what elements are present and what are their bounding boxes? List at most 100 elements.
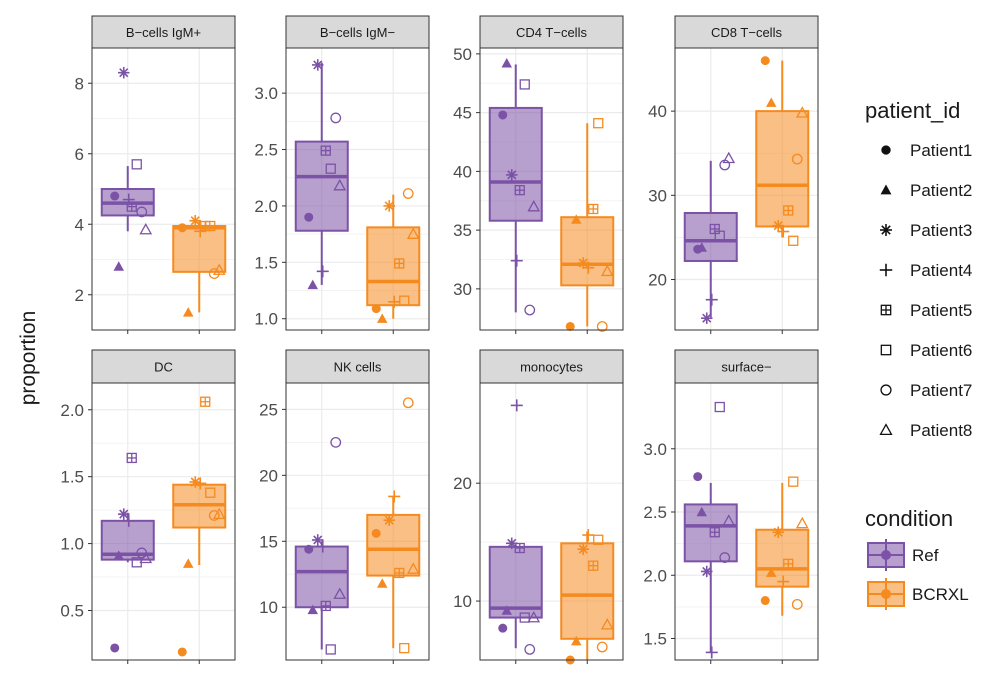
point-ref-patient7 <box>136 547 148 559</box>
box-body <box>172 225 227 273</box>
y-tick-label: 2 <box>75 286 84 305</box>
point-bcrxl-patient6 <box>205 220 216 232</box>
point-ref-patient5 <box>126 201 137 212</box>
point-ref-patient4 <box>122 193 135 206</box>
point-bcrxl-patient7 <box>791 153 803 165</box>
y-tick-label: 0.5 <box>60 601 84 620</box>
box-body <box>560 216 615 287</box>
point-bcrxl-patient8 <box>212 263 226 275</box>
point-bcrxl-patient6 <box>788 476 799 487</box>
box-bcrxl <box>755 482 810 616</box>
point-bcrxl-patient8 <box>795 516 809 529</box>
point-ref-patient4 <box>510 254 523 267</box>
point-bcrxl-patient4 <box>388 490 401 503</box>
point-bcrxl-patient7 <box>208 268 220 280</box>
legend-key-patient5 <box>880 304 892 316</box>
panel-2: B−cells IgM− 1.0 1.5 2.0 2.5 3.0 <box>254 15 430 334</box>
box-bcrxl <box>560 123 615 327</box>
y-tick-label: 2.5 <box>643 503 667 522</box>
point-ref-patient3 <box>312 59 324 71</box>
point-ref-patient6 <box>131 159 142 170</box>
point-bcrxl-patient8 <box>212 507 226 519</box>
point-bcrxl-patient4 <box>582 529 595 542</box>
box-body <box>294 140 349 232</box>
point-ref-patient8 <box>139 551 153 564</box>
y-tick-label: 30 <box>453 280 472 299</box>
panel-border <box>91 47 236 331</box>
point-ref-patient1 <box>304 544 314 554</box>
panel-4: CD8 T−cells 20 30 40 <box>648 15 819 334</box>
box-body <box>366 226 421 307</box>
point-ref-patient3 <box>312 534 324 546</box>
point-bcrxl-patient2 <box>183 558 194 568</box>
panel-title: monocytes <box>520 360 583 375</box>
panel-title: CD8 T−cells <box>711 25 782 40</box>
box-bcrxl <box>755 60 810 238</box>
point-bcrxl-patient3 <box>189 214 201 227</box>
legend-label-patient3: Patient3 <box>910 221 972 240</box>
legend-label-patient5: Patient5 <box>910 301 972 320</box>
legend-key-patient2 <box>880 184 892 195</box>
point-bcrxl-patient4 <box>582 261 595 274</box>
panel-3: CD4 T−cells 30 35 40 45 50 <box>453 15 624 334</box>
point-ref-patient3 <box>701 312 713 324</box>
y-tick-label: 35 <box>453 221 472 240</box>
point-bcrxl-patient8 <box>600 264 614 277</box>
box-body <box>366 513 421 577</box>
y-tick-label: 40 <box>648 102 667 121</box>
point-ref-patient2 <box>501 58 512 68</box>
point-ref-patient7 <box>524 643 536 655</box>
legend-title-condition: condition <box>865 506 953 531</box>
legend-key-patient8 <box>879 423 893 436</box>
point-bcrxl-patient6 <box>593 118 604 129</box>
box-bcrxl <box>172 220 227 313</box>
panel-6: NK cells 10 15 20 25 <box>259 349 430 664</box>
point-bcrxl-patient3 <box>772 526 784 539</box>
y-tick-label: 1.0 <box>60 535 84 554</box>
point-bcrxl-patient2 <box>766 97 777 107</box>
point-bcrxl-patient4 <box>194 477 207 490</box>
point-bcrxl-patient7 <box>402 188 414 199</box>
point-ref-patient2 <box>307 279 318 290</box>
point-ref-patient6 <box>325 644 336 655</box>
panel-border <box>285 382 430 661</box>
legend-key-bcrxl <box>867 578 905 610</box>
y-tick-label: 20 <box>648 270 667 289</box>
point-bcrxl-patient3 <box>383 200 395 212</box>
box-body <box>560 542 615 640</box>
panel-title: surface− <box>721 360 771 375</box>
point-ref-patient6 <box>519 79 530 90</box>
point-ref-patient8 <box>333 587 347 599</box>
legend-label-patient1: Patient1 <box>910 141 972 160</box>
point-bcrxl-patient2 <box>183 307 194 317</box>
point-bcrxl-patient5 <box>394 258 405 269</box>
box-ref <box>294 62 349 285</box>
point-bcrxl-patient3 <box>383 514 395 526</box>
point-bcrxl-patient7 <box>208 510 220 521</box>
point-ref-patient8 <box>333 179 347 191</box>
point-ref-patient5 <box>126 452 137 464</box>
box-bcrxl <box>172 482 227 565</box>
panel-border <box>285 47 430 331</box>
box-body <box>755 110 810 228</box>
point-ref-patient8 <box>527 200 541 212</box>
y-tick-label: 1.5 <box>254 253 278 272</box>
point-ref-patient5 <box>320 600 331 612</box>
y-tick-label: 15 <box>259 532 278 551</box>
point-bcrxl-patient1 <box>371 528 381 538</box>
point-bcrxl-patient4 <box>777 575 790 588</box>
point-ref-patient3 <box>118 66 130 79</box>
point-bcrxl-patient3 <box>189 476 201 488</box>
panel-strip <box>674 349 819 384</box>
point-bcrxl-patient6 <box>788 235 799 246</box>
y-tick-label: 20 <box>453 474 472 493</box>
point-bcrxl-patient2 <box>377 578 388 588</box>
legend-label-patient7: Patient7 <box>910 381 972 400</box>
point-bcrxl-patient8 <box>406 562 420 574</box>
point-bcrxl-patient8 <box>795 106 809 118</box>
point-ref-patient1 <box>693 472 703 482</box>
legend-key-patient4 <box>879 263 893 277</box>
y-tick-label: 1.5 <box>60 468 84 487</box>
point-ref-patient7 <box>330 436 342 448</box>
